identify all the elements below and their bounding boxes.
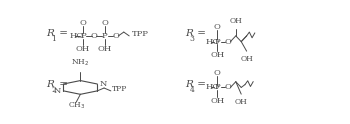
Text: 2: 2 xyxy=(51,86,56,94)
Text: N: N xyxy=(54,87,61,95)
Text: R: R xyxy=(185,29,193,38)
Text: O: O xyxy=(224,38,231,46)
Text: O: O xyxy=(102,19,108,28)
Text: =: = xyxy=(194,80,206,89)
Text: 4: 4 xyxy=(190,86,195,94)
Text: CH$_3$: CH$_3$ xyxy=(68,101,85,111)
Text: 1: 1 xyxy=(51,35,56,43)
Text: 3: 3 xyxy=(190,35,195,43)
Text: O: O xyxy=(214,23,221,31)
Text: OH: OH xyxy=(240,55,253,63)
Text: HO: HO xyxy=(205,38,219,46)
Text: N: N xyxy=(99,80,107,88)
Text: P: P xyxy=(102,32,107,40)
Text: O: O xyxy=(80,19,86,28)
Text: O: O xyxy=(112,32,119,40)
Text: NH$_2$: NH$_2$ xyxy=(71,58,90,68)
Text: P: P xyxy=(215,38,220,46)
Text: R: R xyxy=(47,29,54,38)
Text: OH: OH xyxy=(210,97,224,105)
Text: OH: OH xyxy=(76,45,90,53)
Text: O: O xyxy=(214,69,221,77)
Text: P: P xyxy=(215,83,220,91)
Text: OH: OH xyxy=(235,98,247,106)
Text: O: O xyxy=(224,83,231,91)
Text: OH: OH xyxy=(229,17,242,25)
Text: R: R xyxy=(185,80,193,89)
Text: O: O xyxy=(91,32,97,40)
Text: =: = xyxy=(194,29,206,38)
Text: P: P xyxy=(80,32,86,40)
Text: HO: HO xyxy=(205,83,219,91)
Text: TPP: TPP xyxy=(112,85,128,93)
Text: OH: OH xyxy=(210,51,224,59)
Text: TPP: TPP xyxy=(132,30,149,38)
Text: =: = xyxy=(56,80,68,89)
Text: R: R xyxy=(47,80,54,89)
Text: HO: HO xyxy=(70,32,84,40)
Text: =: = xyxy=(56,29,68,38)
Text: OH: OH xyxy=(98,45,112,53)
